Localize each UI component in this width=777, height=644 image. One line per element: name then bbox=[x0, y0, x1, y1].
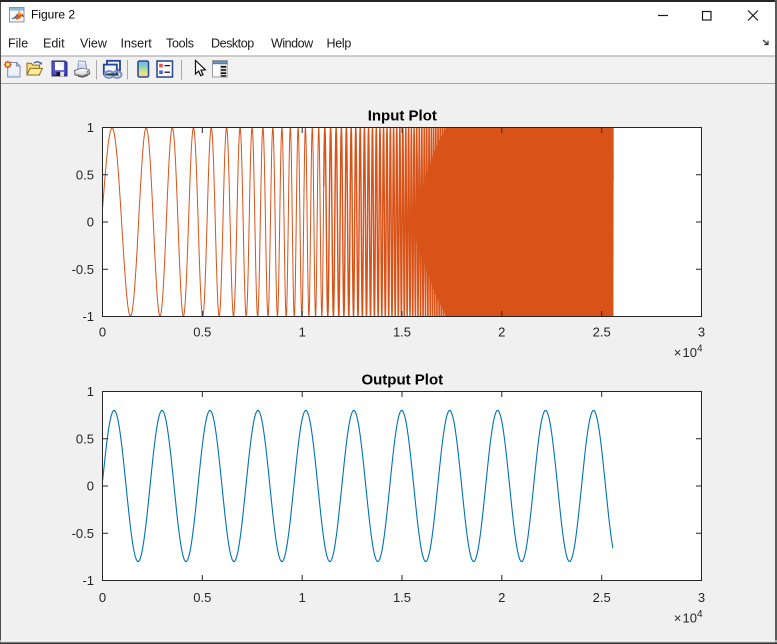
svg-text:Output Plot: Output Plot bbox=[361, 372, 443, 389]
svg-text:0.5: 0.5 bbox=[193, 590, 211, 605]
svg-text:Help: Help bbox=[327, 37, 352, 51]
svg-text:Tools: Tools bbox=[166, 37, 194, 51]
svg-text:2: 2 bbox=[498, 590, 505, 605]
svg-text:3: 3 bbox=[698, 325, 705, 340]
svg-text:2.5: 2.5 bbox=[593, 325, 611, 340]
svg-text:-0.5: -0.5 bbox=[72, 526, 94, 541]
svg-text:-0.5: -0.5 bbox=[72, 262, 94, 277]
svg-text:Edit: Edit bbox=[43, 37, 65, 51]
svg-text:×10: ×10 bbox=[674, 345, 697, 360]
svg-text:1: 1 bbox=[87, 120, 94, 135]
svg-text:Desktop: Desktop bbox=[211, 37, 254, 51]
svg-text:0: 0 bbox=[87, 479, 94, 494]
svg-text:Figure 2: Figure 2 bbox=[31, 8, 75, 22]
svg-text:3: 3 bbox=[698, 590, 705, 605]
svg-text:Insert: Insert bbox=[121, 37, 153, 51]
svg-text:0.5: 0.5 bbox=[76, 167, 94, 182]
svg-text:1.5: 1.5 bbox=[393, 325, 411, 340]
svg-text:-1: -1 bbox=[82, 573, 94, 588]
svg-text:0.5: 0.5 bbox=[76, 431, 94, 446]
svg-text:0: 0 bbox=[99, 590, 106, 605]
svg-text:×10: ×10 bbox=[674, 611, 697, 626]
svg-text:1: 1 bbox=[87, 384, 94, 399]
svg-text:0: 0 bbox=[87, 215, 94, 230]
svg-text:View: View bbox=[80, 37, 108, 51]
svg-text:0.5: 0.5 bbox=[193, 325, 211, 340]
svg-text:Input Plot: Input Plot bbox=[368, 108, 437, 125]
svg-text:Window: Window bbox=[271, 37, 314, 51]
svg-text:2.5: 2.5 bbox=[593, 590, 611, 605]
svg-text:-1: -1 bbox=[82, 309, 94, 324]
svg-text:1.5: 1.5 bbox=[393, 590, 411, 605]
svg-text:4: 4 bbox=[697, 344, 703, 355]
svg-text:1: 1 bbox=[299, 325, 306, 340]
svg-text:2: 2 bbox=[498, 325, 505, 340]
svg-text:4: 4 bbox=[697, 609, 703, 620]
svg-text:0: 0 bbox=[99, 325, 106, 340]
svg-text:1: 1 bbox=[299, 590, 306, 605]
svg-text:File: File bbox=[8, 37, 28, 51]
